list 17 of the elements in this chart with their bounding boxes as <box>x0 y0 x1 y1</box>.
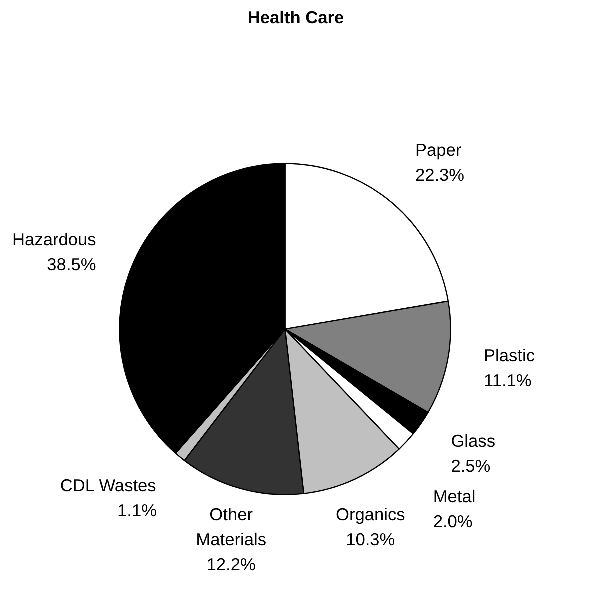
chart-title: Health Care <box>248 8 345 28</box>
data-label: 2.0% <box>433 512 473 532</box>
slice-label: Paper <box>415 140 462 160</box>
data-label: 12.2% <box>206 554 256 575</box>
slice-label: Other Materials <box>196 504 267 550</box>
slice-label: Hazardous <box>12 230 97 250</box>
slice-label: Plastic <box>484 346 536 366</box>
data-label: 38.5% <box>47 254 96 275</box>
slice-label: Organics <box>336 504 406 524</box>
data-label: 22.3% <box>415 165 465 186</box>
data-label: 10.3% <box>346 529 396 550</box>
data-label: 1.1% <box>117 500 157 520</box>
data-label: 2.5% <box>451 456 491 476</box>
slice-label: Glass <box>451 431 496 452</box>
slice-label: CDL Wastes <box>60 475 157 496</box>
data-label: 11.1% <box>484 370 532 391</box>
slice-label: Metal <box>433 486 476 507</box>
